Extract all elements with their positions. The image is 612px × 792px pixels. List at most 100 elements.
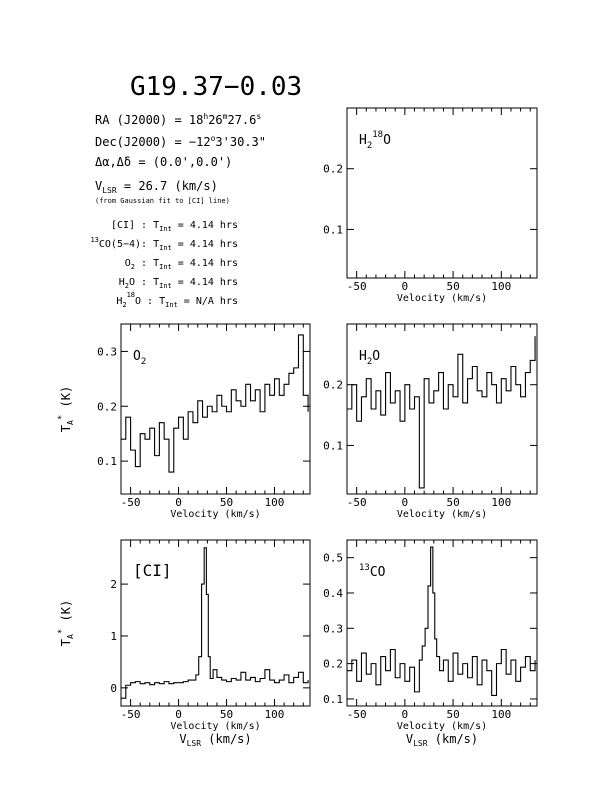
vlsr-line: VLSR = 26.7 (km/s) (95, 179, 218, 195)
x-tick-label: 50 (446, 280, 459, 293)
tint-species: H (116, 296, 122, 307)
y-tick-label: 0.1 (323, 693, 343, 706)
tint-t-sub: Int (159, 225, 172, 233)
species-base: H (359, 133, 367, 148)
dec-lead: Dec(J2000) = −12 (95, 135, 211, 149)
tint-t-sub: Int (159, 244, 172, 252)
x-tick-label: 100 (491, 496, 511, 509)
tint-value: = 4.14 hrs (172, 239, 238, 250)
species-sub: 2 (367, 141, 372, 151)
x-tick-label: 100 (491, 708, 511, 721)
y-axis-sup: * (57, 629, 67, 634)
y-tick-label: 0.3 (97, 345, 117, 358)
x-axis-label: Velocity (km/s) (397, 721, 487, 732)
tint-species-sub: 2 (125, 282, 129, 290)
x-tick-label: -50 (121, 496, 141, 509)
species-sup: 18 (372, 130, 383, 140)
species-rest: O (372, 349, 380, 364)
info-block: RA (J2000) = 18h26m27.6s Dec(J2000) = −1… (90, 112, 266, 309)
spectrum-line (121, 547, 309, 699)
x-tick-label: 50 (446, 708, 459, 721)
tint-species-rest: : T (135, 258, 159, 269)
y-axis-sub: A (66, 634, 75, 639)
tint-t-sub: Int (159, 263, 172, 271)
vlsr-axis-label: VLSR (km/s) (179, 732, 251, 748)
y-axis-label: TA* (K) (57, 600, 75, 646)
ra-s: s (256, 112, 261, 121)
x-tick-label: -50 (347, 496, 367, 509)
tint-row: O2 : TInt = 4.14 hrs (125, 258, 238, 271)
dec-deg: o (211, 134, 216, 143)
tint-species-sub: 2 (131, 263, 135, 271)
y-axis-sub: A (66, 420, 75, 425)
x-axis-label: Velocity (km/s) (397, 293, 487, 304)
tint-species-sub: 2 (122, 301, 126, 309)
x-tick-label: -50 (347, 708, 367, 721)
tint-species-rest: CO(5−4): T (99, 239, 159, 250)
tint-row: [CI] : TInt = 4.14 hrs (111, 220, 238, 233)
vlsr-lead: V (95, 179, 102, 193)
species-sub: 2 (141, 357, 146, 367)
panel-ci: -50 0 50 100 0 1 2 Velocity (km/s)VLSR (km/s) TA… (57, 539, 311, 748)
panel-o2: -50 0 50 100 0.1 0.2 0.3 Velocity (km/s) TA* (K)… (57, 323, 311, 520)
plot-frame (346, 539, 538, 707)
x-tick-label: -50 (347, 280, 367, 293)
ra-mid2: 27.6 (227, 113, 256, 127)
tint-row: H218O : TInt = N/A hrs (116, 291, 238, 309)
y-axis-tail: (K) (59, 386, 73, 415)
tint-species: H (119, 277, 125, 288)
tint-value: = N/A hrs (178, 296, 238, 307)
offset-line: Δα,Δδ = (0.0',0.0') (95, 155, 232, 169)
species-base: CO (370, 565, 386, 580)
dec-tail: 3'30.3" (215, 135, 266, 149)
species-label: [CI] (133, 561, 172, 580)
x-tick-label: 100 (491, 280, 511, 293)
y-axis-main: T (59, 425, 73, 432)
spectrum-line (347, 336, 536, 489)
x-tick-label: 0 (175, 496, 182, 509)
vlsr-axis-tail: (km/s) (201, 732, 252, 746)
tint-t-sub: Int (159, 282, 172, 290)
y-tick-label: 0.1 (97, 455, 117, 468)
species-sub: 2 (367, 357, 372, 367)
y-tick-label: 0.2 (97, 400, 117, 413)
figure-title: G19.37−0.03 (130, 72, 302, 102)
y-tick-label: 2 (110, 578, 117, 591)
vlsr-sub: LSR (102, 186, 117, 195)
tint-row: 13CO(5−4): TInt = 4.14 hrs (90, 236, 238, 252)
plot-frame (120, 323, 311, 495)
y-tick-label: 0.1 (323, 223, 343, 236)
y-tick-label: 0.5 (323, 552, 343, 565)
species-label: H218O (359, 130, 391, 151)
species-label: O2 (133, 349, 146, 367)
tint-species-sup: 18 (127, 291, 135, 299)
ra-line: RA (J2000) = 18h26m27.6s (95, 112, 261, 127)
y-tick-label: 1 (110, 630, 117, 643)
y-tick-label: 0.4 (323, 587, 343, 600)
vlsr-axis-main: V (406, 732, 413, 746)
y-tick-label: 0.1 (323, 439, 343, 452)
plot-frame (120, 539, 311, 707)
vlsr-note: (from Gaussian fit to [CI] line) (95, 197, 230, 205)
tint-species-rest: [CI] : T (111, 220, 159, 231)
x-axis-label: Velocity (km/s) (170, 721, 260, 732)
y-tick-label: 0 (110, 682, 117, 695)
x-axis-label: Velocity (km/s) (170, 509, 260, 520)
x-tick-label: 0 (402, 280, 409, 293)
tint-t-sub: Int (165, 301, 178, 309)
x-tick-label: 0 (175, 708, 182, 721)
spectrum-line (121, 334, 309, 473)
x-tick-label: 100 (265, 496, 285, 509)
species-base: O (133, 349, 141, 364)
tint-species-sup: 13 (90, 236, 98, 244)
y-tick-label: 0.2 (323, 379, 343, 392)
vlsr-axis-main: V (179, 732, 186, 746)
y-axis-sup: * (57, 415, 67, 420)
y-tick-label: 0.2 (323, 658, 343, 671)
tint-value: = 4.14 hrs (172, 258, 238, 269)
ra-mid1: 26 (208, 113, 222, 127)
plot-frame (346, 107, 538, 279)
tint-value: = 4.14 hrs (172, 220, 238, 231)
